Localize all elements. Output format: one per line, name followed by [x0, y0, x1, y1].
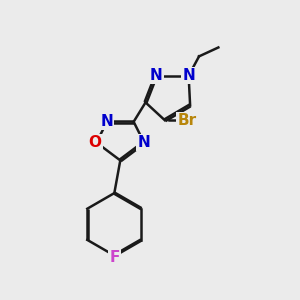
Text: F: F: [109, 250, 119, 266]
Text: N: N: [182, 68, 195, 83]
Text: O: O: [88, 135, 101, 150]
Text: N: N: [138, 135, 150, 150]
Text: Br: Br: [178, 113, 197, 128]
Text: N: N: [100, 114, 113, 129]
Text: N: N: [150, 68, 162, 83]
